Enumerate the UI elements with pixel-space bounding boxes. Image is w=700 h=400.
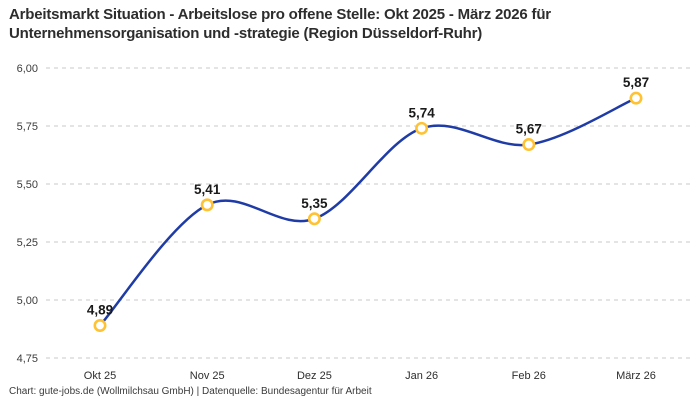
chart-footer-credit: Chart: gute-jobs.de (Wollmilchsau GmbH) … [9,386,372,397]
data-point-label: 4,89 [87,303,113,318]
y-tick-label: 5,75 [17,121,38,133]
data-point-marker [415,121,429,135]
data-point-label: 5,35 [301,196,328,211]
data-point-marker [93,319,107,333]
y-tick-label: 5,50 [17,179,38,191]
data-point-marker [629,91,643,105]
y-tick-label: 4,75 [17,353,38,365]
data-point-label: 5,67 [516,122,542,137]
x-tick-label: Jan 26 [405,370,438,382]
data-point-label: 5,87 [623,75,649,90]
x-tick-label: Dez 25 [297,370,332,382]
y-tick-label: 6,00 [17,63,38,75]
y-tick-label: 5,25 [17,237,38,249]
x-tick-label: Okt 25 [84,370,116,382]
x-tick-label: Feb 26 [512,370,546,382]
x-tick-label: Nov 25 [190,370,225,382]
data-point-marker [200,198,214,212]
chart-title-line1: Arbeitsmarkt Situation - Arbeitslose pro… [9,6,551,23]
y-tick-label: 5,00 [17,295,38,307]
data-point-label: 5,74 [408,105,435,120]
series-line [98,96,638,327]
data-point-label: 5,41 [194,182,221,197]
x-tick-label: März 26 [616,370,656,382]
data-point-marker [307,212,321,226]
chart-title: Arbeitsmarkt Situation - Arbeitslose pro… [9,5,695,43]
data-point-marker [522,138,536,152]
chart-title-line2: Unternehmensorganisation und -strategie … [9,25,483,42]
